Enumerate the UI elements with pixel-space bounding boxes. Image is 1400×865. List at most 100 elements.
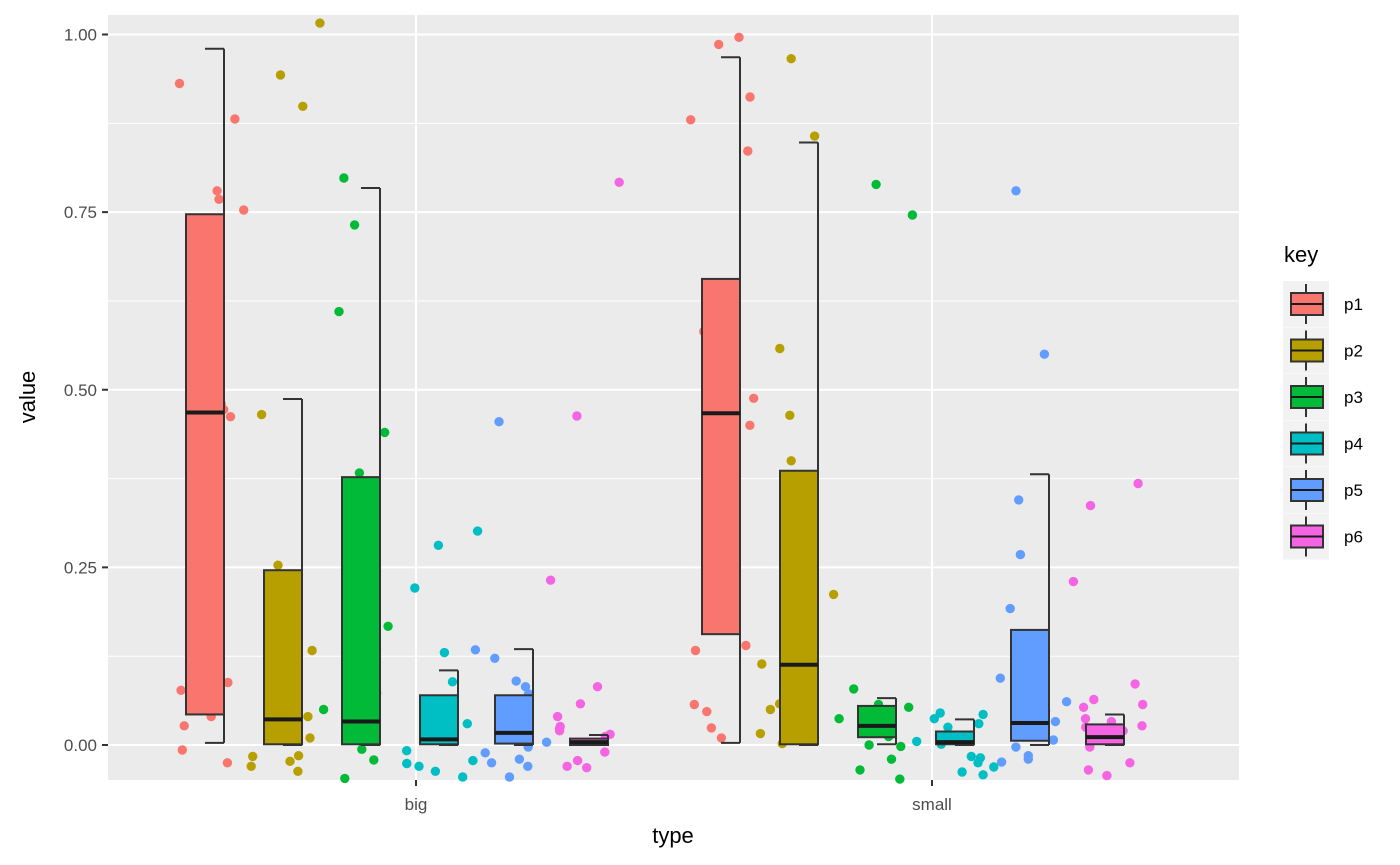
data-point bbox=[690, 645, 701, 656]
data-point bbox=[318, 704, 329, 715]
y-tick-label: 0.75 bbox=[64, 203, 97, 222]
data-point bbox=[562, 761, 572, 771]
legend-label: p4 bbox=[1344, 435, 1363, 454]
box-p1-small bbox=[701, 56, 741, 744]
data-point bbox=[1130, 679, 1140, 689]
data-point bbox=[757, 659, 767, 669]
data-point bbox=[1080, 714, 1091, 724]
data-point bbox=[223, 677, 233, 688]
y-tick-label: 1.00 bbox=[64, 26, 97, 45]
data-point bbox=[511, 676, 521, 686]
data-point bbox=[907, 210, 918, 220]
data-point bbox=[828, 589, 839, 600]
data-point bbox=[1089, 694, 1099, 705]
data-point bbox=[575, 699, 586, 709]
data-point bbox=[230, 114, 240, 124]
box-p2-big bbox=[263, 397, 303, 746]
data-point bbox=[689, 699, 699, 710]
data-point bbox=[1011, 186, 1021, 196]
data-point bbox=[966, 751, 976, 762]
data-point bbox=[614, 177, 624, 187]
data-point bbox=[904, 702, 914, 712]
legend-label: p5 bbox=[1344, 481, 1363, 500]
box-p6-big bbox=[569, 734, 609, 747]
data-point bbox=[1015, 549, 1026, 560]
data-point bbox=[929, 714, 939, 724]
data-point bbox=[225, 412, 236, 422]
x-tick-label: small bbox=[912, 795, 952, 814]
data-point bbox=[1039, 349, 1050, 359]
data-point bbox=[256, 409, 267, 420]
data-point bbox=[1023, 754, 1033, 764]
data-point bbox=[179, 721, 189, 731]
x-axis-title: type bbox=[652, 823, 694, 848]
legend-label: p6 bbox=[1344, 528, 1363, 547]
box-body bbox=[263, 569, 303, 746]
data-point bbox=[996, 757, 1007, 767]
data-point bbox=[886, 754, 897, 764]
data-point bbox=[402, 758, 412, 769]
box-p2-small bbox=[779, 141, 819, 746]
box-body bbox=[1085, 723, 1125, 746]
legend-item-p4: p4 bbox=[1283, 420, 1363, 467]
data-point bbox=[486, 758, 497, 768]
data-point bbox=[809, 131, 820, 141]
data-point bbox=[554, 726, 565, 736]
boxes bbox=[185, 47, 1125, 747]
data-point bbox=[545, 575, 556, 585]
data-point bbox=[214, 194, 224, 204]
box-body bbox=[494, 694, 534, 745]
data-point bbox=[339, 173, 349, 183]
data-point bbox=[414, 761, 424, 771]
data-point bbox=[864, 740, 874, 750]
data-point bbox=[293, 766, 303, 776]
data-point bbox=[222, 758, 233, 768]
data-point bbox=[520, 682, 531, 692]
y-tick-label: 0.00 bbox=[64, 736, 97, 755]
legend-label: p2 bbox=[1344, 342, 1363, 361]
y-axis-title: value bbox=[15, 371, 40, 424]
box-p3-small bbox=[857, 697, 897, 746]
data-point bbox=[246, 761, 256, 771]
data-point bbox=[305, 733, 315, 743]
data-point bbox=[974, 719, 984, 729]
data-point bbox=[383, 621, 393, 631]
data-point bbox=[514, 754, 525, 764]
box-p4-big bbox=[419, 669, 459, 746]
data-point bbox=[490, 653, 500, 663]
box-body bbox=[857, 704, 897, 739]
legend-item-p1: p1 bbox=[1283, 281, 1363, 327]
data-point bbox=[1137, 721, 1147, 731]
data-point bbox=[334, 306, 344, 317]
box-p4-small bbox=[935, 718, 975, 746]
data-point bbox=[1061, 697, 1072, 707]
data-point bbox=[433, 540, 444, 550]
data-point bbox=[248, 751, 258, 762]
data-point bbox=[706, 723, 717, 733]
data-point bbox=[468, 755, 478, 766]
y-tick-label: 0.25 bbox=[64, 558, 97, 577]
data-point bbox=[430, 766, 441, 776]
data-point bbox=[785, 410, 795, 420]
data-point bbox=[174, 78, 185, 89]
data-point bbox=[357, 744, 367, 754]
data-point bbox=[973, 758, 983, 768]
data-point bbox=[582, 763, 592, 773]
data-point bbox=[273, 560, 283, 570]
data-point bbox=[745, 420, 755, 430]
x-tick-label: big bbox=[405, 795, 428, 814]
data-point bbox=[745, 92, 755, 102]
data-point bbox=[989, 762, 999, 772]
data-point bbox=[275, 70, 286, 80]
data-point bbox=[775, 343, 785, 354]
y-tick-label: 0.50 bbox=[64, 381, 97, 400]
data-point bbox=[786, 456, 796, 466]
box-p5-big bbox=[494, 648, 534, 746]
data-point bbox=[1125, 758, 1135, 768]
data-point bbox=[749, 393, 759, 403]
data-point bbox=[480, 748, 490, 758]
data-point bbox=[177, 745, 187, 755]
data-point bbox=[743, 146, 753, 156]
data-point bbox=[1102, 770, 1112, 781]
